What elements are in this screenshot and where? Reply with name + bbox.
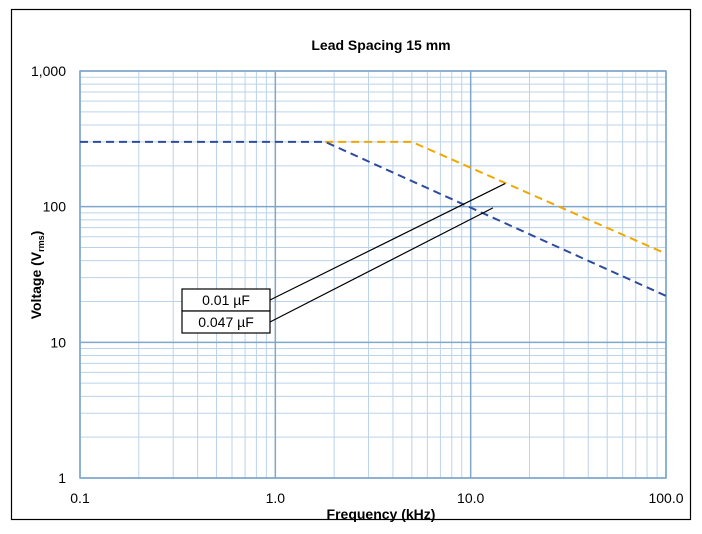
y-tick-label: 100: [43, 199, 67, 215]
x-axis-label: Frequency (kHz): [327, 506, 436, 522]
y-tick-label: 1: [58, 470, 66, 486]
x-tick-label: 1.0: [266, 490, 286, 506]
x-tick-label: 100.0: [648, 490, 683, 506]
y-axis-label-main: Voltage (V: [28, 251, 44, 319]
callout-leader-line: [269, 207, 494, 323]
y-tick-label: 1,000: [31, 63, 66, 79]
series-layer: [80, 140, 667, 297]
x-tick-label: 0.1: [70, 490, 90, 506]
x-tick-label: 10.0: [457, 490, 484, 506]
chart-title: Lead Spacing 15 mm: [311, 37, 450, 53]
tick-layer: 0.1 1.0 10.0 100.0 1 10 100 1,000: [31, 63, 684, 506]
y-axis-label: Voltage (Vrms): [28, 231, 46, 320]
callout-label: 0.047 µF: [198, 314, 254, 330]
series-line-b: [80, 140, 667, 297]
grid: [79, 70, 667, 479]
callout-layer: 0.01 µF 0.047 µF: [181, 183, 506, 334]
y-axis-label-close: ): [28, 231, 44, 236]
callout-label: 0.01 µF: [202, 292, 250, 308]
y-tick-label: 10: [50, 334, 66, 350]
callout-leader-line: [269, 183, 506, 301]
series-line-a: [325, 140, 667, 255]
callout-box: [181, 310, 271, 334]
y-axis-label-subscript: rms: [36, 235, 46, 252]
chart-border: [10, 8, 692, 521]
plot-area-border: [79, 70, 667, 479]
